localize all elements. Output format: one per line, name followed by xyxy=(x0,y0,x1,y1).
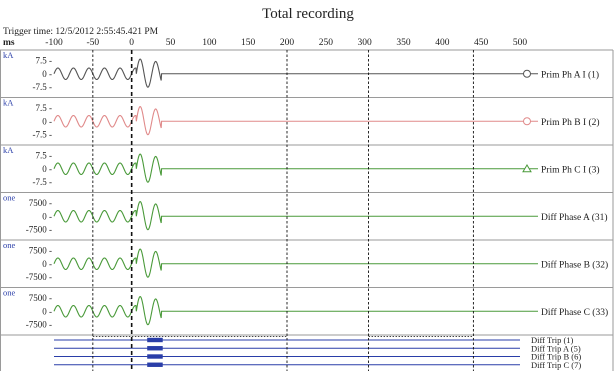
x-tick-label: 200 xyxy=(280,38,295,48)
y-tick-label: 0 - xyxy=(42,69,52,79)
legend-marker-circle xyxy=(523,69,531,78)
digital-channel[interactable]: Diff Trip A (5) xyxy=(54,343,581,353)
channel-panel[interactable]: one 7500 - 0 - -7500 - Diff Phase B (32) xyxy=(3,240,608,282)
x-tick-label: -100 xyxy=(45,38,63,48)
digital-active-bar xyxy=(147,346,163,351)
digital-channel-name[interactable]: Diff Trip A (5) xyxy=(531,343,581,353)
channel-unit: kA xyxy=(3,50,14,60)
channel-name[interactable]: Diff Phase B (32) xyxy=(541,259,608,270)
panel-frames xyxy=(0,49,614,371)
analog-panels: kA 7.5 - 0 - -7.5 - Prim Ph A I (1) kA 7.5 - 0 … xyxy=(3,50,608,330)
channel-unit: one xyxy=(3,240,16,250)
digital-panel: Diff Trip (1)Diff Trip A (5)Diff Trip B … xyxy=(54,335,581,370)
x-tick-label: 150 xyxy=(241,38,256,48)
y-tick-label: -7.5 - xyxy=(33,177,53,187)
x-tick-label: -50 xyxy=(86,38,99,48)
channel-name[interactable]: Diff Phase C (33) xyxy=(541,307,608,318)
y-tick-label: -7.5 - xyxy=(33,130,53,140)
y-tick-label: 0 - xyxy=(42,306,52,316)
legend-marker-circle xyxy=(523,117,531,126)
channel-panel[interactable]: one 7500 - 0 - -7500 - Diff Phase A (31) xyxy=(3,193,608,235)
channel-name[interactable]: Prim Ph A I (1) xyxy=(541,69,599,80)
digital-active-bar xyxy=(147,354,163,359)
digital-channel[interactable]: Diff Trip B (6) xyxy=(54,352,581,362)
x-tick-label: 50 xyxy=(166,38,176,48)
digital-channel-name[interactable]: Diff Trip B (6) xyxy=(531,352,581,362)
y-tick-label: 0 - xyxy=(42,211,52,221)
x-axis-ticks: -100 -50 0 50 100 150 200 250 300 350 400 450 500 xyxy=(45,38,527,48)
channel-unit: kA xyxy=(3,98,14,108)
trigger-time-label: Trigger time: 12/5/2012 2:55:45.421 PM xyxy=(3,27,159,37)
x-tick-label: 400 xyxy=(435,38,450,48)
chart-title: Total recording xyxy=(262,6,354,22)
y-tick-label: 7500 - xyxy=(29,293,52,303)
channel-name[interactable]: Diff Phase A (31) xyxy=(541,212,608,223)
x-tick-label: 300 xyxy=(358,38,373,48)
digital-channel-name[interactable]: Diff Trip C (7) xyxy=(531,360,581,370)
x-tick-label: 450 xyxy=(474,38,489,48)
x-tick-label: 250 xyxy=(319,38,334,48)
digital-active-bar xyxy=(147,362,163,367)
y-tick-label: 7500 - xyxy=(29,245,52,255)
legend-marker-triangle xyxy=(522,163,532,173)
y-tick-label: 7.5 - xyxy=(36,55,53,65)
y-tick-label: -7500 - xyxy=(26,272,52,282)
y-tick-label: 0 - xyxy=(42,116,52,126)
channel-unit: one xyxy=(3,288,16,298)
y-tick-label: -7.5 - xyxy=(33,82,53,92)
y-tick-label: -7500 - xyxy=(26,320,52,330)
x-tick-label: 500 xyxy=(513,38,528,48)
y-tick-label: 0 - xyxy=(42,164,52,174)
y-tick-label: -7500 - xyxy=(26,225,52,235)
channel-name[interactable]: Prim Ph C I (3) xyxy=(541,164,600,175)
y-tick-label: 7500 - xyxy=(29,198,52,208)
time-cursors[interactable] xyxy=(92,50,474,371)
channel-unit: kA xyxy=(3,145,14,155)
x-tick-label: 350 xyxy=(396,38,411,48)
waveform-line xyxy=(53,200,520,231)
channel-panel[interactable]: one 7500 - 0 - -7500 - Diff Phase C (33) xyxy=(3,288,608,330)
y-tick-label: 0 - xyxy=(42,259,52,269)
y-tick-label: 7.5 - xyxy=(36,150,53,160)
x-axis-unit: ms xyxy=(3,38,15,48)
y-tick-label: 7.5 - xyxy=(36,103,53,113)
digital-channel[interactable]: Diff Trip C (7) xyxy=(54,360,581,370)
digital-channel-name[interactable]: Diff Trip (1) xyxy=(531,335,574,345)
channel-name[interactable]: Prim Ph B I (2) xyxy=(541,117,600,128)
digital-active-bar xyxy=(147,337,163,343)
x-tick-label: 100 xyxy=(202,38,217,48)
channel-unit: one xyxy=(3,193,16,203)
x-tick-label: 0 xyxy=(129,38,134,48)
